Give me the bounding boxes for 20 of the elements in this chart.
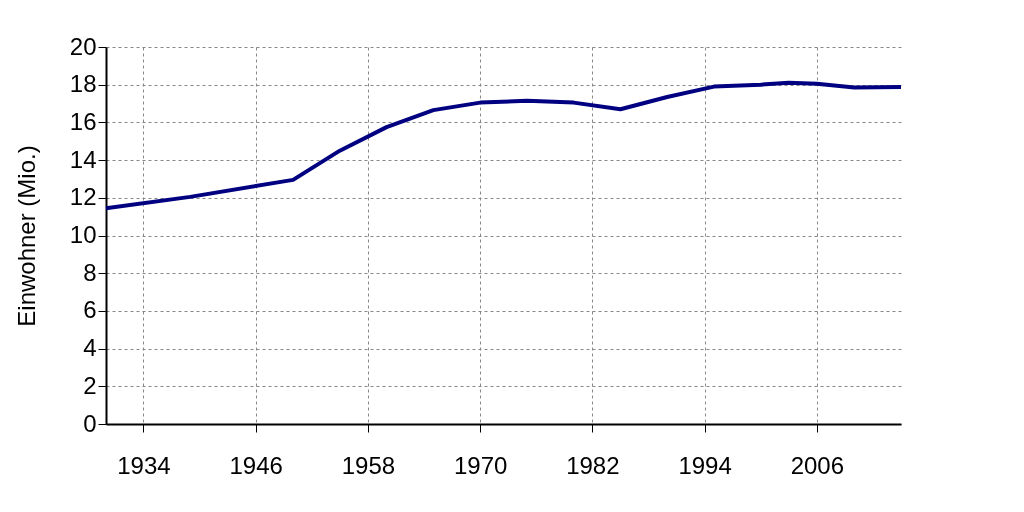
y-tick-label: 20 xyxy=(69,32,97,60)
y-tick-label: 6 xyxy=(83,296,97,324)
y-tick-label: 8 xyxy=(83,258,97,286)
y-tick-label: 0 xyxy=(83,409,97,437)
x-tick-label: 1934 xyxy=(117,451,171,479)
y-tick-label: 12 xyxy=(69,183,97,211)
y-tick-label: 18 xyxy=(69,70,97,98)
y-tick-label: 14 xyxy=(69,145,97,173)
x-tick-label: 1994 xyxy=(678,451,732,479)
line-series xyxy=(104,80,903,211)
y-axis-title: Einwohner (Mio.) xyxy=(12,145,40,327)
x-tick-label: 1946 xyxy=(229,451,283,479)
y-tick-label: 4 xyxy=(83,334,97,362)
x-tick-label: 2006 xyxy=(790,451,845,479)
y-tick-label: 10 xyxy=(69,221,97,248)
y-tick-label: 16 xyxy=(69,107,97,135)
x-tick-label: 1970 xyxy=(453,451,508,479)
y-tick-label: 2 xyxy=(83,371,97,399)
x-tick-label: 1958 xyxy=(341,451,396,479)
x-tick-label: 1982 xyxy=(566,451,620,479)
